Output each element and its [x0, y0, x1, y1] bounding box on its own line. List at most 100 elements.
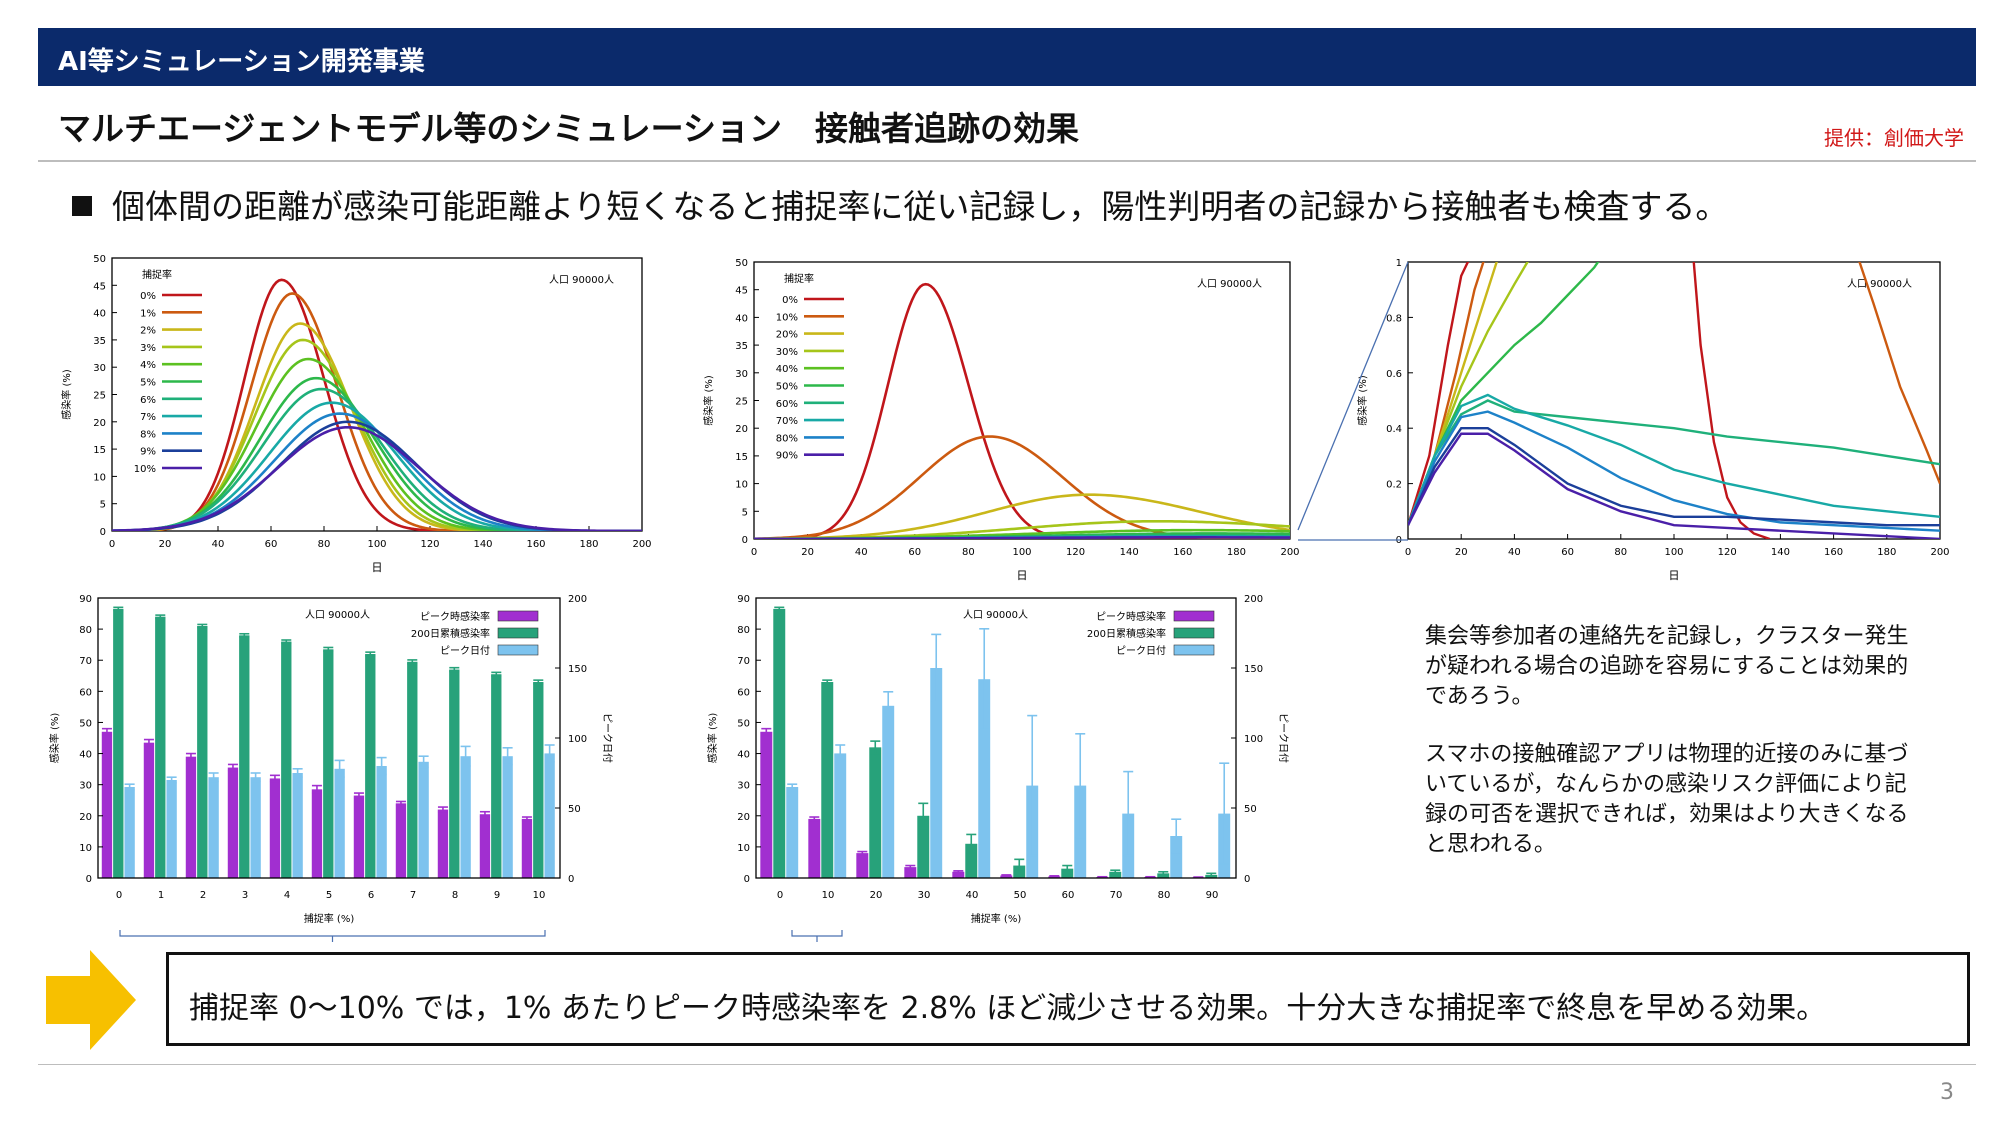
bar [869, 747, 882, 878]
x-tick-label: 30 [918, 890, 931, 901]
population-annotation: 人口 90000人 [1847, 278, 1912, 290]
y-tick-label: 40 [79, 750, 92, 761]
x-tick-label: 160 [1173, 547, 1192, 558]
series-group [112, 278, 642, 531]
y-tick-label: 60 [737, 687, 750, 698]
population-annotation: 人口 90000人 [1197, 278, 1262, 290]
bar [311, 789, 323, 878]
series-group [1408, 262, 1940, 539]
y2-tick-label: 0 [1244, 874, 1250, 885]
side-paragraph-2: スマホの接触確認アプリは物理的近接のみに基づいているが，なんらかの感染リスク評価… [1425, 742, 1909, 857]
bar [208, 777, 219, 878]
x-tick-label: 120 [1066, 547, 1085, 558]
legend-label: 0% [782, 295, 798, 306]
bar [917, 815, 930, 878]
legend-label: 6% [140, 395, 156, 406]
x-tick-label: 180 [1227, 547, 1246, 558]
y-axis-label: 感染率 (%) [1356, 375, 1369, 426]
bar [502, 756, 513, 878]
y-tick-label: 20 [79, 812, 92, 823]
bar [239, 635, 250, 878]
bar [786, 787, 799, 878]
y-tick-label: 0.4 [1386, 424, 1402, 435]
y-tick-label: 90 [79, 594, 92, 605]
y2-tick-label: 50 [1244, 804, 1257, 815]
y2-axis-label: ピーク日付 [601, 713, 614, 763]
series-line [1408, 432, 1940, 539]
bar [113, 608, 124, 878]
x-tick-label: 0 [109, 539, 115, 550]
bar [437, 809, 449, 878]
bar [1109, 871, 1122, 878]
series-line [112, 425, 642, 531]
y-axis-label: 感染率 (%) [702, 375, 715, 426]
x-tick-label: 180 [1877, 547, 1896, 558]
x-tick-label: 80 [318, 539, 331, 550]
x-tick-label: 10 [533, 890, 546, 901]
conclusion-box: 捕捉率 0～10% では，1% あたりピーク時感染率を 2.8% ほど減少させる… [166, 952, 1970, 1046]
y-tick-label: 30 [93, 363, 106, 374]
x-tick-label: 100 [1664, 547, 1683, 558]
y-tick-label: 10 [737, 843, 750, 854]
bar [365, 654, 376, 878]
x-tick-label: 60 [908, 547, 921, 558]
bar [143, 742, 155, 878]
x-axis-label: 日 [1669, 569, 1680, 582]
range-bracket [791, 930, 843, 942]
bullet-text: 個体間の距離が感染可能距離より短くなると捕捉率に従い記録し，陽性判明者の記録から… [112, 187, 1729, 226]
x-tick-label: 1 [158, 890, 164, 901]
x-tick-label: 120 [420, 539, 439, 550]
y-axis-label: 感染率 (%) [706, 713, 719, 764]
legend-label: 50% [776, 382, 798, 393]
x-tick-label: 7 [410, 890, 416, 901]
bar [544, 753, 555, 878]
bar [155, 616, 166, 878]
footer-divider [38, 1064, 1976, 1065]
legend-label: 10% [776, 312, 798, 323]
x-axis-label: 日 [1017, 569, 1028, 582]
bar [124, 787, 135, 878]
series-line [1408, 262, 1470, 526]
series-line [1408, 393, 1940, 526]
x-tick-label: 80 [1158, 890, 1171, 901]
bar [773, 608, 786, 878]
range-bracket [119, 930, 546, 942]
page-title: マルチエージェントモデル等のシミュレーション 接触者追跡の効果 [58, 109, 1080, 148]
x-tick-label: 40 [1508, 547, 1521, 558]
bar [479, 814, 491, 878]
side-commentary: 集会等参加者の連絡先を記録し，クラスター発生が疑われる場合の追跡を容易にすること… [1425, 622, 1925, 888]
bar [1061, 868, 1074, 878]
y-tick-label: 80 [737, 625, 750, 636]
x-axis-label: 日 [372, 561, 383, 574]
y-tick-label: 0 [100, 527, 106, 538]
x-tick-label: 140 [473, 539, 492, 550]
bar [407, 661, 418, 878]
bar [521, 818, 533, 878]
bar [760, 731, 773, 878]
bar-chart-capture-rate-0-90: 0 10 20 30 40 50 60 70 80 90 0 50 100 150 200 0 10 20 30 40… [700, 590, 1310, 942]
x-tick-label: 40 [855, 547, 868, 558]
y-tick-label: 50 [93, 254, 106, 265]
legend-label: ピーク時感染率 [420, 610, 490, 623]
legend-label: 10% [134, 464, 156, 475]
y-tick-label: 35 [735, 341, 748, 352]
y-tick-label: 35 [93, 336, 106, 347]
y-tick-label: 10 [79, 843, 92, 854]
x-tick-label: 80 [1614, 547, 1627, 558]
y-tick-label: 10 [93, 472, 106, 483]
bar [353, 795, 365, 878]
y-tick-label: 0.8 [1386, 313, 1402, 324]
population-annotation: 人口 90000人 [549, 274, 614, 286]
x-tick-label: 9 [494, 890, 500, 901]
y-tick-label: 5 [100, 500, 106, 511]
legend-label: 70% [776, 416, 798, 427]
y2-tick-label: 100 [568, 734, 587, 745]
bar [952, 871, 965, 878]
x-tick-label: 5 [326, 890, 332, 901]
chart-svg: 0 20 40 60 80 100 120 140 160 180 200 0 5 10 15 20 25 30 3… [60, 254, 652, 574]
x-tick-label: 10 [822, 890, 835, 901]
series-line [1408, 426, 1940, 527]
legend-label: ピーク時感染率 [1096, 610, 1166, 623]
x-tick-label: 40 [966, 890, 979, 901]
